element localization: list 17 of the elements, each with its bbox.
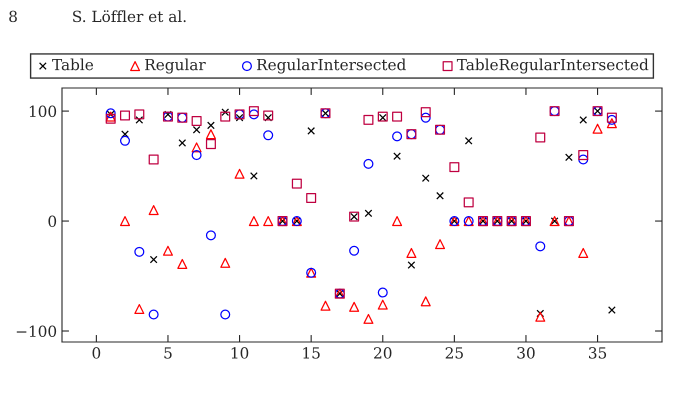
x-tick-label: 0 xyxy=(92,347,100,359)
x-tick-label: 10 xyxy=(232,347,248,359)
y-tick-label: −100 xyxy=(16,325,56,338)
x-tick-label: 30 xyxy=(517,347,535,359)
x-tick-label: 35 xyxy=(589,347,606,359)
x-tick-label: 20 xyxy=(374,347,392,359)
legend-label: Regular xyxy=(145,58,206,74)
y-tick-label: 0 xyxy=(48,216,56,228)
x-tick-label: 15 xyxy=(303,347,320,359)
text: 8 xyxy=(9,10,17,22)
text: S. Löffler et al. xyxy=(73,10,186,22)
y-tick-label: 100 xyxy=(30,106,56,118)
legend-label: TableRegularIntersected xyxy=(456,58,648,74)
legend-label: Table xyxy=(52,58,94,70)
x-tick-label: 5 xyxy=(164,347,172,359)
legend-label: RegularIntersected xyxy=(256,58,406,74)
x-tick-label: 25 xyxy=(446,347,463,359)
